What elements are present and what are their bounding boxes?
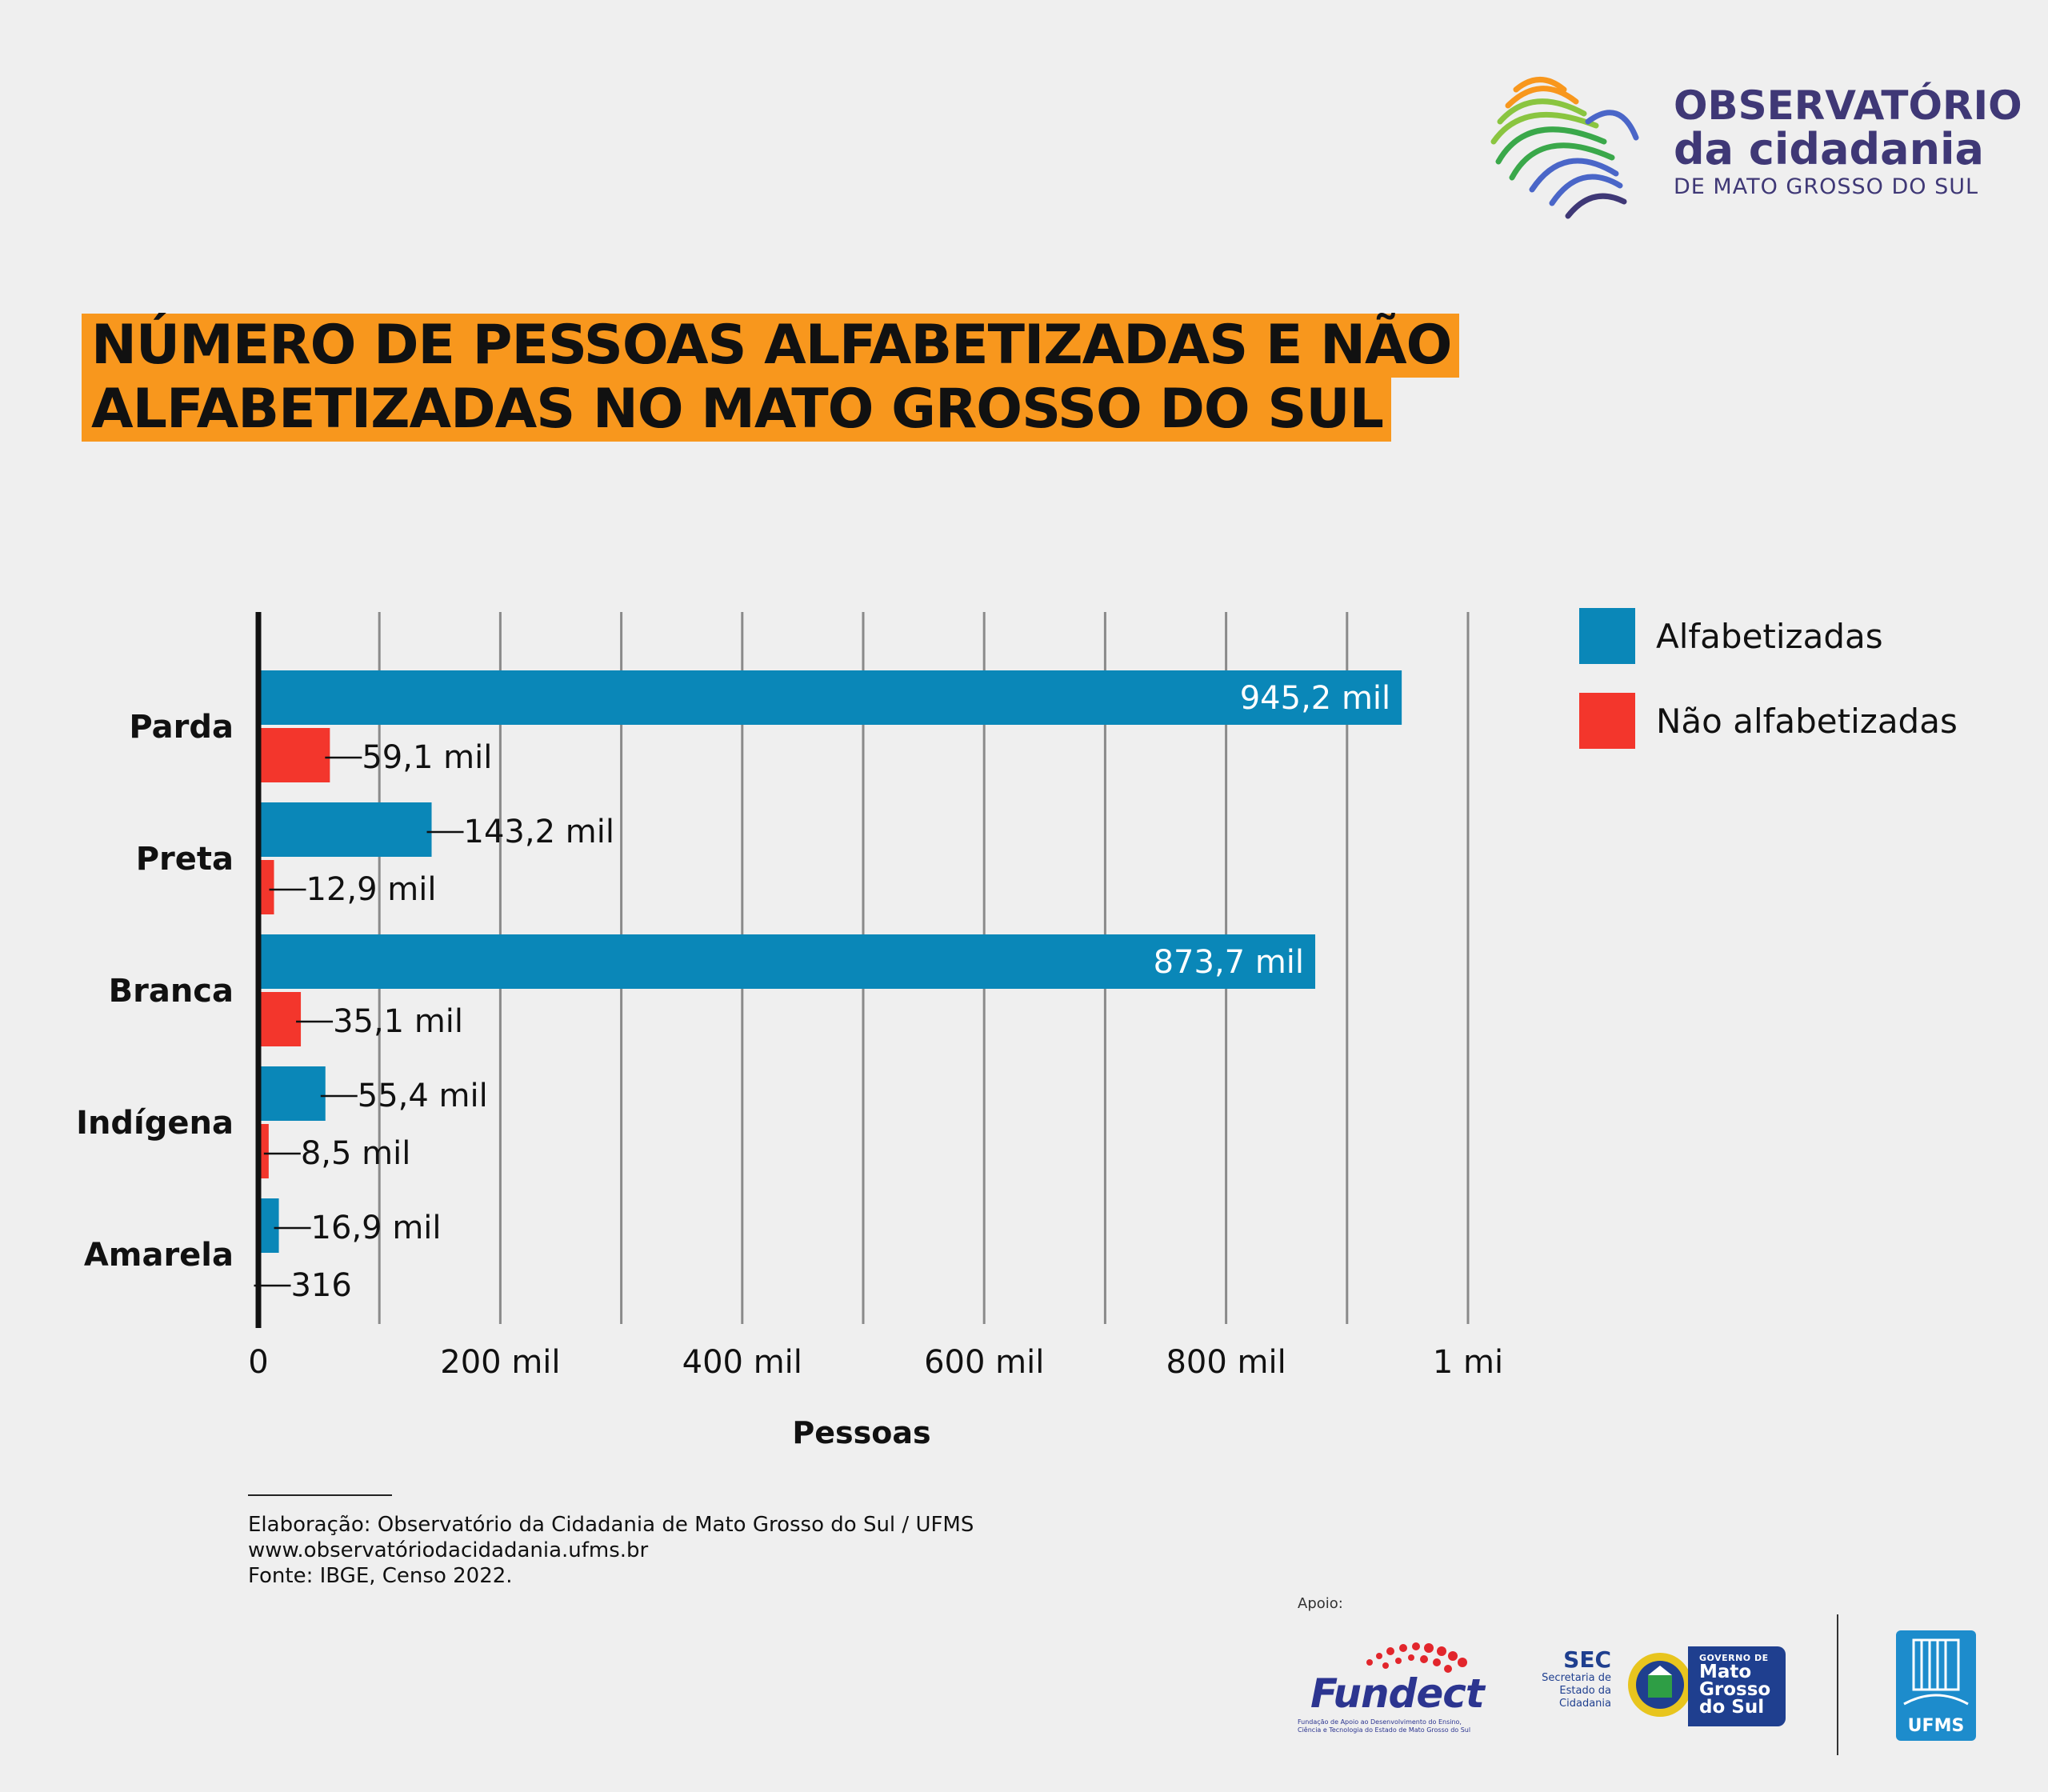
category-label: Amarela [84, 1237, 234, 1274]
leader-lines [254, 756, 464, 1287]
footer-credits: Elaboração: Observatório da Cidadania de… [248, 1512, 974, 1589]
footer-fonte: Fonte: IBGE, Censo 2022. [248, 1564, 513, 1588]
fundect-dots-icon [1366, 1642, 1467, 1673]
footer-divider [248, 1494, 392, 1496]
observatorio-fingerprint-logo [1490, 77, 1639, 219]
ufms-building-icon [1903, 1638, 1969, 1706]
bar [258, 802, 432, 857]
gov-big-text: Mato Grosso do Sul [1699, 1662, 1771, 1718]
sec-title: SEC [1563, 1646, 1611, 1673]
value-labels: 945,2 mil 59,1 mil 143,2 mil 12,9 mil 873,7 … [290, 680, 1390, 1304]
title-line-1: NÚMERO DE PESSOAS ALFABETIZADAS E NÃO [82, 314, 1460, 378]
bar [258, 1198, 279, 1253]
category-label: Parda [129, 709, 234, 746]
fundect-logo: Fundect Fundação de Apoio ao Desenvolvim… [1298, 1638, 1485, 1734]
footer-separator [1837, 1614, 1838, 1755]
category-label: Branca [109, 973, 234, 1010]
category-labels: Parda Preta Branca Indígena Amarela [76, 709, 234, 1274]
apoio-label: Apoio: [1298, 1595, 1343, 1612]
logo-line-1: OBSERVATÓRIO [1674, 82, 2022, 129]
legend: Alfabetizadas Não alfabetizadas [1579, 608, 1958, 778]
data-label: 316 [290, 1267, 351, 1304]
tick-labels: 0 200 mil 400 mil 600 mil 800 mil 1 mi [248, 1344, 1503, 1381]
data-label: 35,1 mil [333, 1003, 463, 1040]
x-tick-label: 600 mil [924, 1344, 1044, 1381]
sec-subtitle: Secretaria de Estado da Cidadania [1542, 1672, 1611, 1710]
data-label: 55,4 mil [358, 1078, 488, 1114]
data-label: 8,5 mil [301, 1135, 411, 1172]
footer-elaboracao: Elaboração: Observatório da Cidadania de… [248, 1513, 974, 1537]
category-label: Indígena [76, 1105, 234, 1142]
data-label: 16,9 mil [311, 1210, 442, 1246]
bar [258, 934, 1316, 989]
ufms-logo: UFMS [1896, 1630, 1976, 1741]
footer-website: www.observatóriodacidadania.ufms.br [248, 1538, 649, 1562]
legend-label-nao-alfabetizadas: Não alfabetizadas [1656, 701, 1958, 741]
fundect-name: Fundect [1310, 1670, 1485, 1717]
sec-logo: SEC Secretaria de Estado da Cidadania [1531, 1648, 1611, 1710]
bars [258, 670, 1402, 1310]
bar [258, 992, 302, 1046]
bar [258, 860, 274, 914]
title-line-2: ALFABETIZADAS NO MATO GROSSO DO SUL [82, 378, 1391, 442]
chart-title: NÚMERO DE PESSOAS ALFABETIZADAS E NÃO AL… [82, 314, 1460, 442]
legend-swatch-alfabetizadas [1579, 608, 1635, 664]
logo-line-3: DE MATO GROSSO DO SUL [1674, 174, 1979, 199]
legend-item-alfabetizadas: Alfabetizadas [1579, 608, 1958, 664]
logo-line-2: da cidadania [1674, 124, 1984, 174]
legend-label-alfabetizadas: Alfabetizadas [1656, 616, 1883, 656]
x-axis-title: Pessoas [792, 1415, 930, 1450]
ufms-text: UFMS [1907, 1716, 1965, 1736]
data-label: 873,7 mil [1154, 944, 1304, 981]
governo-ms-logo: GOVERNO DE Mato Grosso do Sul [1688, 1646, 1786, 1726]
state-crest-icon [1628, 1653, 1692, 1717]
bar [258, 1066, 326, 1121]
data-label: 945,2 mil [1240, 680, 1390, 717]
observatorio-logo-text: OBSERVATÓRIO da cidadania DE MATO GROSSO… [1674, 83, 2022, 203]
legend-item-nao-alfabetizadas: Não alfabetizadas [1579, 693, 1958, 749]
x-tick-label: 800 mil [1166, 1344, 1286, 1381]
bar [258, 728, 330, 782]
data-label: 12,9 mil [306, 871, 437, 908]
x-tick-label: 400 mil [682, 1344, 802, 1381]
data-label: 143,2 mil [464, 814, 614, 850]
legend-swatch-nao-alfabetizadas [1579, 693, 1635, 749]
category-label: Preta [136, 841, 234, 878]
gov-small-text: GOVERNO DE [1699, 1653, 1769, 1663]
x-tick-label: 200 mil [440, 1344, 560, 1381]
data-label: 59,1 mil [362, 739, 492, 776]
x-tick-label: 0 [248, 1344, 268, 1381]
x-tick-label: 1 mi [1433, 1344, 1503, 1381]
fundect-subtitle: Fundação de Apoio ao Desenvolvimento do … [1298, 1718, 1471, 1734]
bar [258, 670, 1402, 725]
